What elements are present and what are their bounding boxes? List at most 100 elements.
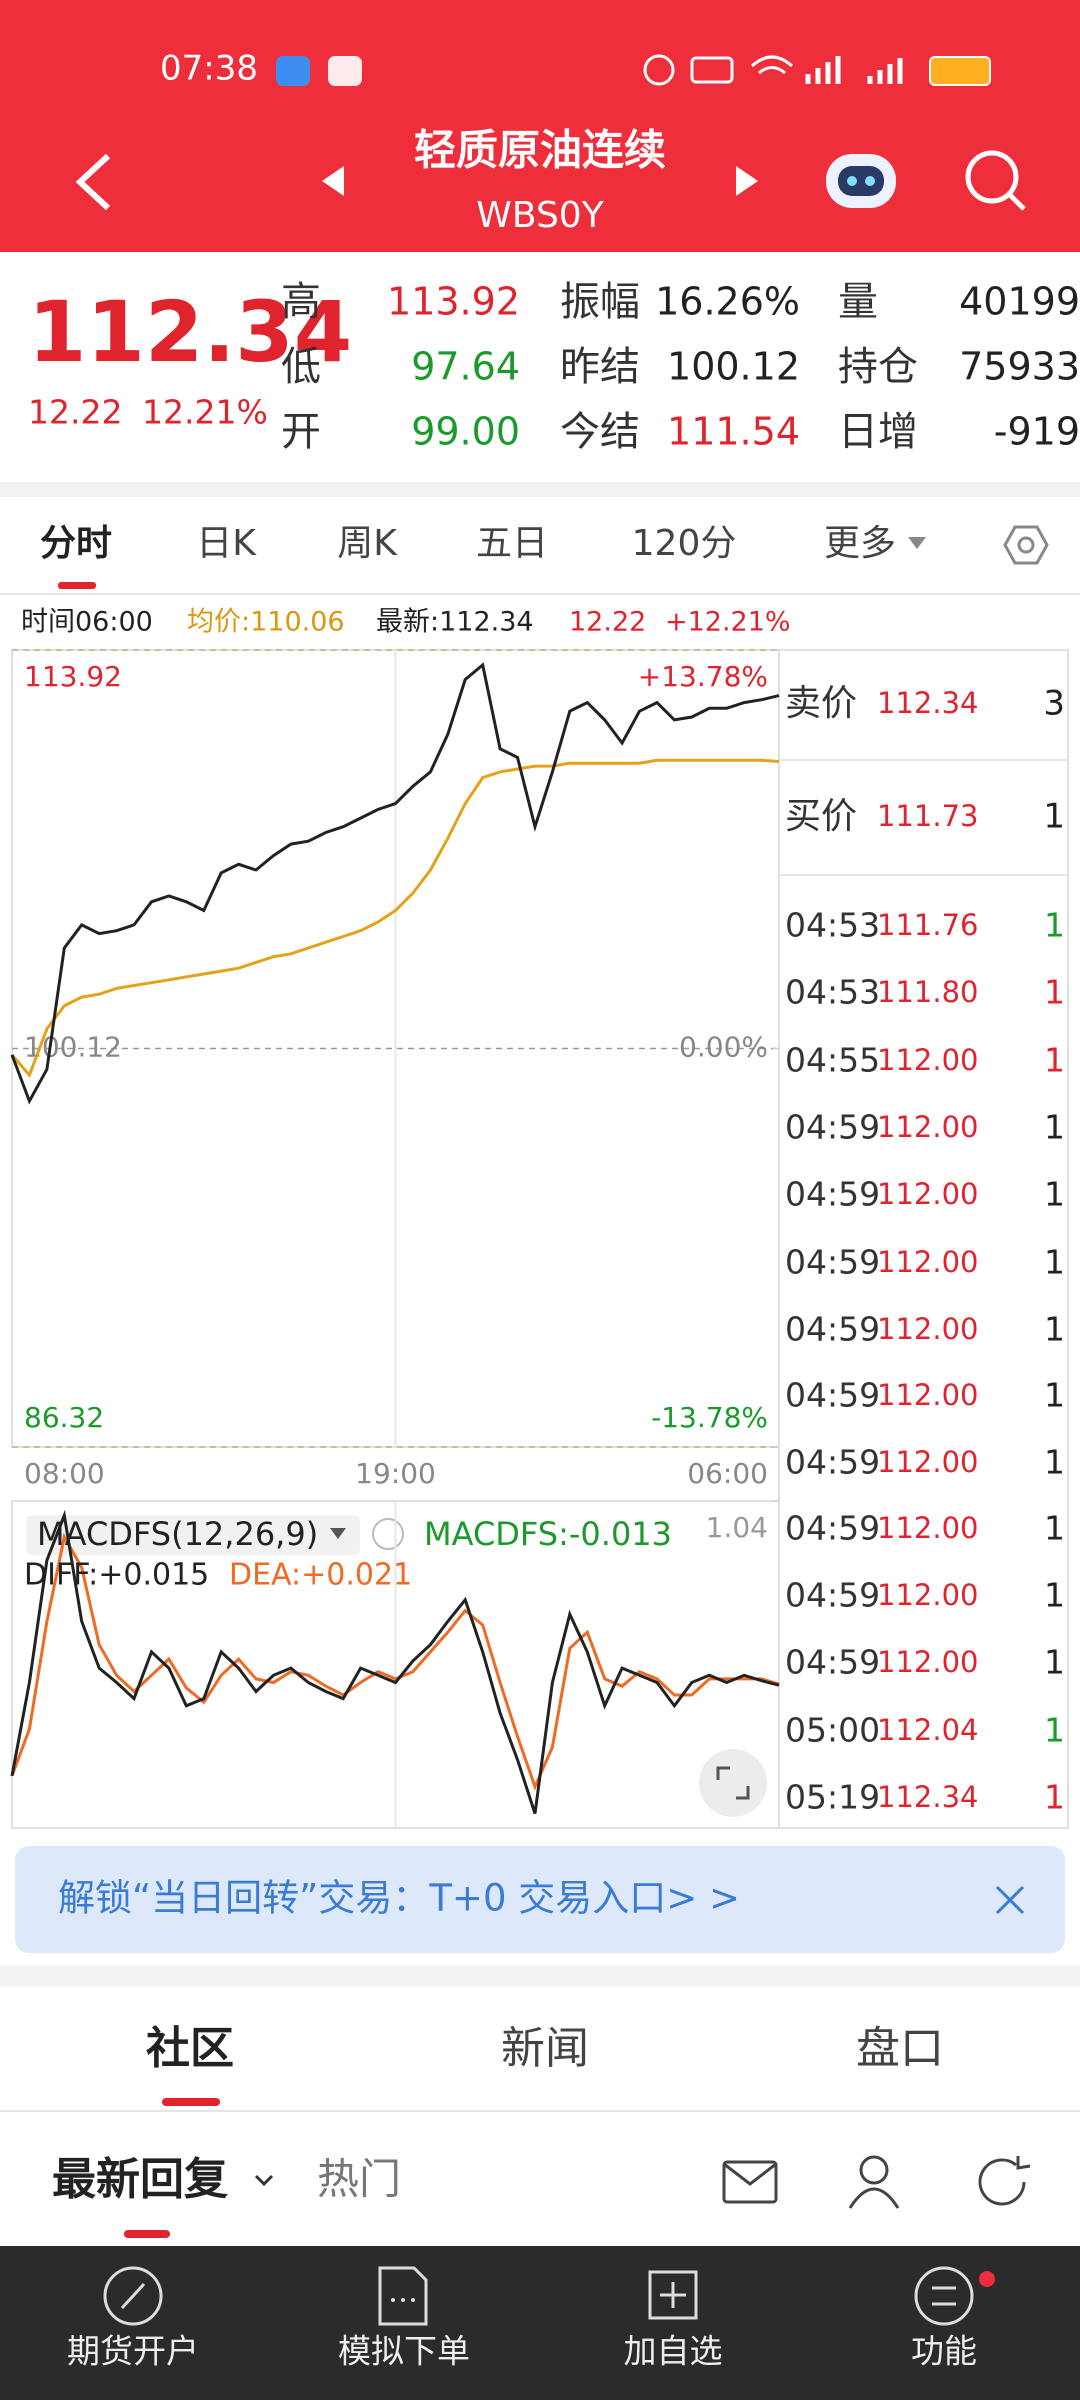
y2-tick-label: 0.00% [679, 1031, 768, 1064]
legend-dea: DEA:+0.021 [229, 1558, 412, 1593]
trade-price: 112.00 [877, 1043, 978, 1077]
section-tab[interactable]: 盘口 [856, 2023, 944, 2074]
trade-price: 112.04 [877, 1713, 978, 1747]
trade-price: 112.00 [877, 1578, 978, 1612]
robot-button[interactable] [826, 154, 896, 208]
stat-label: 量 [838, 279, 878, 325]
trade-time: 04:59 [785, 1310, 880, 1349]
book-volume: 1 [1043, 797, 1065, 837]
info-pct: +12.21% [665, 607, 791, 638]
dropdown-arrow [908, 537, 926, 549]
stat-value: 97.64 [411, 345, 520, 389]
indicator-selector[interactable] [26, 1515, 360, 1555]
stat-value: 111.54 [667, 410, 800, 454]
banner-text[interactable]: 解锁“当日回转”交易：T+0 交易入口> > [58, 1877, 740, 1920]
stat-value: 100.12 [667, 345, 800, 389]
nav-icon[interactable] [914, 2266, 995, 2326]
separator [0, 482, 1080, 497]
book-price: 111.73 [877, 799, 978, 833]
book-price: 112.34 [877, 686, 978, 720]
chart-tab[interactable]: 分时 [40, 523, 112, 564]
hd-icon [690, 56, 734, 84]
refresh-button[interactable] [978, 2156, 1031, 2206]
signal-icon [805, 56, 903, 84]
nav-icon[interactable] [648, 2270, 698, 2320]
header-bg [0, 0, 1080, 252]
nav-label[interactable]: 模拟下单 [338, 2332, 470, 2371]
trade-price: 112.00 [877, 1511, 978, 1545]
status-time: 07:38 [160, 49, 258, 89]
trade-price: 112.00 [877, 1245, 978, 1279]
stat-label: 开 [281, 409, 321, 455]
trade-volume: 1 [1044, 1643, 1065, 1682]
alarm-icon [643, 54, 675, 86]
tab-indicator [124, 2230, 170, 2238]
trade-price: 112.34 [877, 1780, 978, 1814]
dropdown-arrow [330, 1528, 346, 1539]
close-button[interactable] [995, 1885, 1025, 1915]
stat-value: 113.92 [387, 280, 520, 324]
separator [0, 1965, 1080, 1986]
profile-button[interactable] [848, 2155, 900, 2209]
back-button[interactable] [75, 153, 111, 211]
sub-tab[interactable]: 最新回复 [52, 2154, 228, 2205]
trade-panel-frame [778, 649, 1069, 1829]
sub-tab[interactable]: 热门 [317, 2155, 401, 2204]
trade-volume: 1 [1044, 1243, 1065, 1282]
trade-time: 04:59 [785, 1643, 880, 1682]
news-icon [328, 56, 362, 86]
nav-label[interactable]: 加自选 [624, 2332, 723, 2371]
settings-button[interactable] [1003, 525, 1049, 565]
next-button[interactable] [736, 166, 758, 196]
chart-tab[interactable]: 周K [337, 523, 398, 564]
stat-label: 今结 [560, 409, 640, 455]
chart-tab[interactable]: 更多 [824, 523, 896, 564]
trade-volume: 1 [1044, 1310, 1065, 1349]
trade-price: 112.00 [877, 1177, 978, 1211]
trade-time: 04:59 [785, 1509, 880, 1548]
chart-tab[interactable]: 五日 [476, 523, 548, 564]
trade-price: 112.00 [877, 1110, 978, 1144]
trade-volume: 1 [1044, 1576, 1065, 1615]
trade-volume: 1 [1044, 1711, 1065, 1750]
section-tab[interactable]: 新闻 [501, 2023, 589, 2074]
nav-label[interactable]: 功能 [911, 2332, 977, 2371]
message-button[interactable] [722, 2160, 778, 2204]
stat-label: 低 [281, 344, 321, 390]
trade-time: 04:59 [785, 1243, 880, 1282]
trade-volume: 1 [1044, 1041, 1065, 1080]
stat-value: 40199 [959, 280, 1080, 324]
nav-bg [0, 2246, 1080, 2400]
expand-button[interactable] [699, 1749, 767, 1817]
trade-price: 112.00 [877, 1378, 978, 1412]
last-price: 112.34 [28, 283, 352, 381]
weather-icon [276, 56, 310, 86]
series-line [10, 662, 780, 1105]
series-line [10, 1509, 780, 1815]
chart-tab[interactable]: 120分 [632, 523, 737, 564]
y-tick-label: 86.32 [24, 1401, 104, 1434]
nav-icon[interactable] [378, 2266, 428, 2326]
macd-value: MACDFS:-0.013 [424, 1515, 672, 1553]
tab-indicator [162, 2098, 220, 2106]
trade-time: 04:53 [785, 906, 880, 945]
stat-label: 振幅 [560, 279, 640, 325]
stat-label: 日增 [838, 409, 918, 455]
trade-time: 04:59 [785, 1175, 880, 1214]
search-button[interactable] [965, 150, 1026, 211]
help-icon[interactable] [372, 1518, 404, 1550]
trade-time: 05:19 [785, 1778, 880, 1817]
trade-volume: 1 [1044, 1778, 1065, 1817]
book-label: 卖价 [785, 683, 857, 724]
nav-label[interactable]: 期货开户 [67, 2332, 199, 2371]
banner-bg[interactable] [15, 1846, 1065, 1953]
trade-volume: 1 [1044, 1175, 1065, 1214]
trade-time: 04:53 [785, 973, 880, 1012]
prev-button[interactable] [322, 166, 344, 196]
x-tick-label: 06:00 [687, 1457, 768, 1490]
section-tab[interactable]: 社区 [146, 2023, 234, 2074]
chart-tab[interactable]: 日K [196, 523, 257, 564]
nav-icon[interactable] [103, 2266, 163, 2326]
trade-time: 04:59 [785, 1376, 880, 1415]
title: 轻质原油连续 [414, 126, 666, 175]
